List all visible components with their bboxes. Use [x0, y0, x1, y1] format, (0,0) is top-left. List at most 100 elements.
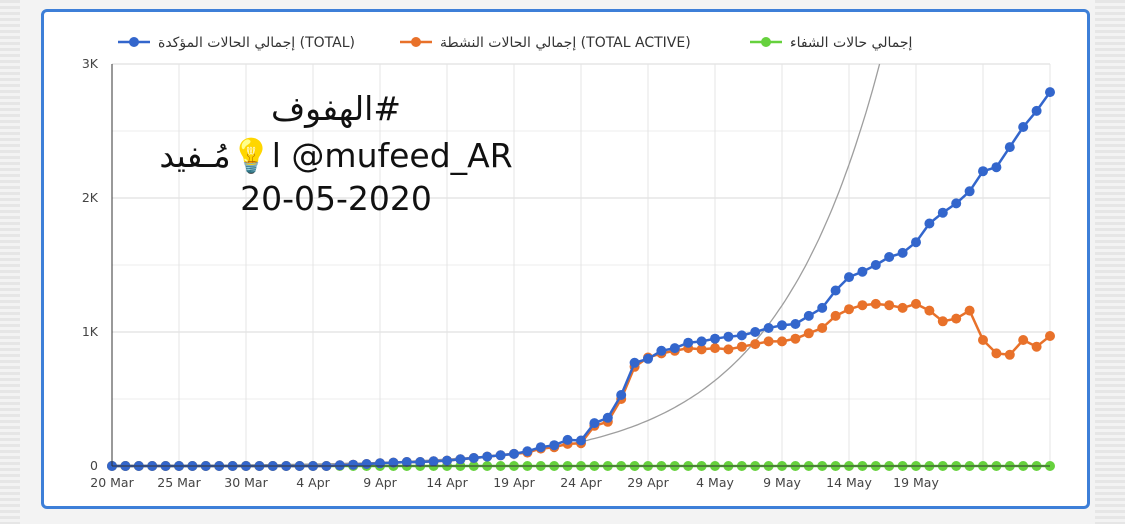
legend-label: إجمالي الحالات المؤكدة (TOTAL) — [158, 35, 355, 51]
data-point[interactable] — [857, 266, 868, 277]
x-tick-label: 19 May — [893, 475, 939, 490]
data-point[interactable] — [468, 453, 479, 463]
data-point[interactable] — [911, 237, 921, 248]
data-point[interactable] — [1004, 142, 1015, 153]
data-point[interactable] — [857, 300, 868, 311]
legend: إجمالي الحالات المؤكدة (TOTAL) إجمالي الح… — [118, 35, 913, 51]
x-tick-label: 4 Apr — [296, 475, 330, 490]
data-point[interactable] — [643, 353, 653, 364]
data-point[interactable] — [522, 446, 533, 457]
data-point[interactable] — [710, 333, 720, 344]
y-tick-label: 0 — [90, 458, 98, 473]
data-point[interactable] — [348, 459, 359, 470]
data-point[interactable] — [576, 435, 586, 446]
data-point[interactable] — [535, 442, 546, 453]
data-point[interactable] — [897, 247, 908, 258]
data-point[interactable] — [870, 298, 881, 309]
data-point[interactable] — [964, 305, 975, 316]
data-point[interactable] — [911, 298, 921, 309]
data-point[interactable] — [763, 336, 774, 347]
y-tick-label: 3K — [82, 56, 99, 71]
data-point[interactable] — [415, 457, 426, 467]
data-point[interactable] — [924, 218, 935, 229]
data-point[interactable] — [455, 454, 466, 465]
y-tick-label: 1K — [82, 324, 99, 339]
data-point[interactable] — [951, 198, 962, 209]
data-point[interactable] — [629, 357, 640, 368]
data-point[interactable] — [884, 300, 895, 311]
data-point[interactable] — [1018, 335, 1029, 345]
x-tick-label: 4 May — [696, 475, 734, 490]
page-edge-right — [1095, 0, 1125, 524]
data-point[interactable] — [602, 412, 613, 423]
data-point[interactable] — [870, 260, 881, 270]
data-point[interactable] — [991, 348, 1002, 359]
legend-swatch-dot — [761, 37, 771, 47]
data-point[interactable] — [656, 345, 667, 356]
data-point[interactable] — [964, 186, 975, 197]
legend-swatch-dot — [129, 37, 139, 47]
data-point[interactable] — [361, 459, 372, 469]
legend-swatch-dot — [411, 37, 421, 47]
data-point[interactable] — [562, 434, 573, 445]
y-tick-label: 2K — [82, 190, 99, 205]
data-point[interactable] — [750, 327, 761, 337]
data-point[interactable] — [978, 166, 988, 177]
data-point[interactable] — [482, 451, 493, 462]
data-point[interactable] — [803, 328, 814, 339]
data-point[interactable] — [830, 285, 841, 296]
data-point[interactable] — [495, 450, 506, 461]
data-point[interactable] — [736, 330, 747, 341]
legend-label: إجمالي الحالات النشطة (TOTAL ACTIVE) — [440, 35, 691, 51]
data-point[interactable] — [375, 458, 385, 469]
data-point[interactable] — [710, 343, 720, 354]
data-point[interactable] — [978, 335, 988, 345]
data-point[interactable] — [401, 457, 412, 467]
data-point[interactable] — [1018, 122, 1029, 132]
data-point[interactable] — [388, 457, 399, 468]
data-point[interactable] — [817, 323, 828, 333]
data-point[interactable] — [830, 310, 841, 321]
data-point[interactable] — [442, 455, 452, 466]
data-point[interactable] — [844, 304, 854, 315]
data-point[interactable] — [696, 336, 707, 347]
data-point[interactable] — [1031, 341, 1042, 352]
data-point[interactable] — [616, 390, 627, 400]
data-point[interactable] — [991, 162, 1002, 173]
data-point[interactable] — [924, 305, 935, 316]
data-point[interactable] — [937, 207, 948, 218]
data-point[interactable] — [723, 331, 734, 342]
data-point[interactable] — [334, 460, 345, 471]
data-point[interactable] — [736, 341, 747, 352]
data-point[interactable] — [750, 339, 761, 350]
data-point[interactable] — [951, 313, 962, 324]
data-point[interactable] — [1045, 87, 1055, 98]
data-point[interactable] — [817, 302, 828, 313]
data-point[interactable] — [549, 440, 560, 451]
data-point[interactable] — [777, 320, 787, 331]
data-point[interactable] — [790, 333, 801, 344]
data-point[interactable] — [723, 344, 734, 355]
x-tick-label: 30 Mar — [224, 475, 268, 490]
data-point[interactable] — [844, 272, 854, 283]
data-point[interactable] — [897, 302, 908, 313]
data-point[interactable] — [937, 316, 948, 327]
data-point[interactable] — [1004, 349, 1015, 360]
data-point[interactable] — [589, 418, 600, 429]
data-point[interactable] — [1031, 105, 1042, 116]
data-point[interactable] — [803, 310, 814, 321]
data-point[interactable] — [777, 336, 787, 347]
page-edge-left — [0, 0, 20, 524]
data-point[interactable] — [509, 448, 519, 459]
data-point[interactable] — [790, 319, 801, 329]
data-point[interactable] — [884, 252, 895, 262]
data-point[interactable] — [696, 344, 707, 355]
data-point[interactable] — [669, 343, 680, 354]
data-point[interactable] — [683, 337, 694, 348]
data-point[interactable] — [428, 456, 439, 467]
axes: 0 1K 2K 3K 20 Mar 25 Mar 30 Mar 4 Apr 9 Apr 14 Ap… — [82, 56, 1050, 490]
data-point[interactable] — [763, 323, 774, 333]
data-point[interactable] — [1045, 331, 1055, 341]
x-tick-label: 9 May — [763, 475, 801, 490]
